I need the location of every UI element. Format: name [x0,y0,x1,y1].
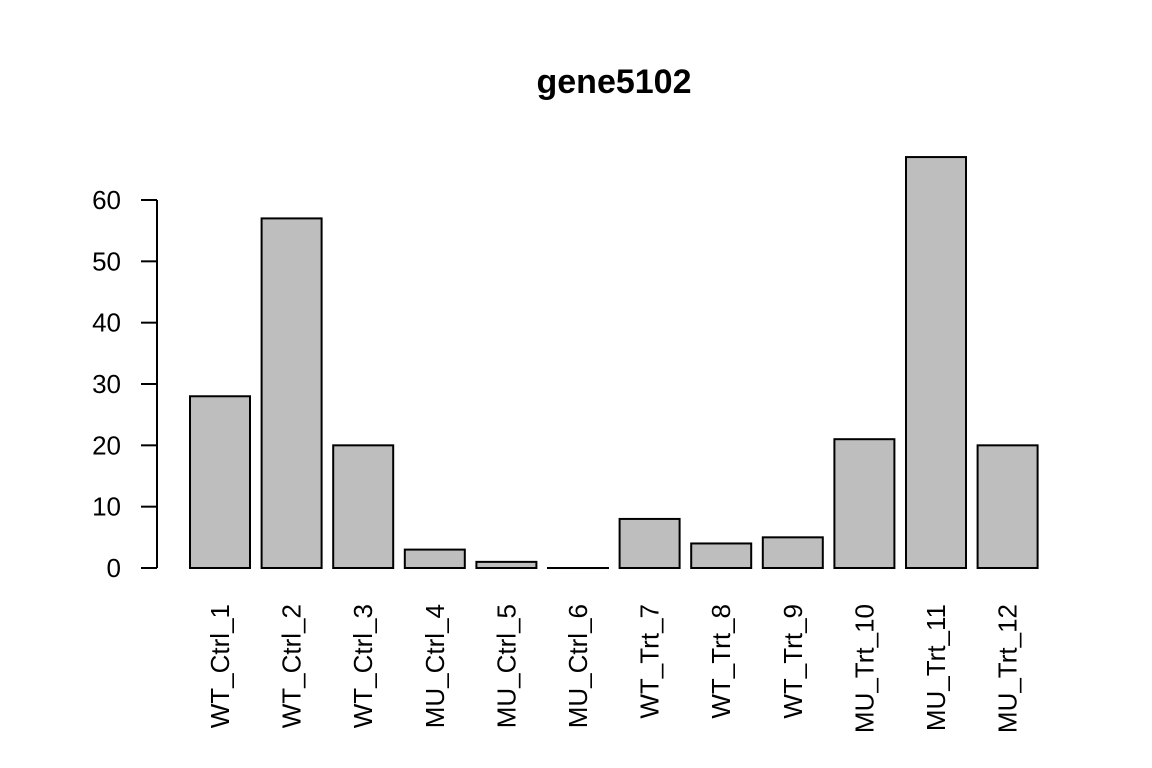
category-label: MU_Ctrl_5 [491,604,521,728]
category-label: WT_Ctrl_2 [277,604,307,728]
y-tick-label: 40 [92,308,121,338]
category-label: WT_Trt_8 [706,604,736,719]
category-label: MU_Ctrl_4 [420,604,450,728]
bar-wt-ctrl-3 [332,444,395,570]
bar-mu-ctrl-4 [403,548,466,569]
y-tick-label: 20 [92,430,121,460]
category-label: MU_Trt_10 [849,604,879,733]
bar-wt-trt-9 [761,536,824,569]
y-tick-label: 30 [92,369,121,399]
y-tick-label: 60 [92,185,121,215]
bar-mu-ctrl-5 [475,560,538,569]
y-tick-label: 0 [107,553,121,583]
category-label: WT_Trt_9 [778,604,808,719]
bar-wt-ctrl-2 [260,217,323,569]
bar-mu-trt-12 [976,444,1039,570]
category-label: MU_Trt_12 [993,604,1023,733]
category-labels: WT_Ctrl_1 WT_Ctrl_2 WT_Ctrl_3 MU_Ctrl_4 MU_C… [205,604,1023,733]
category-label: WT_Ctrl_3 [348,604,378,728]
y-tick-label: 10 [92,492,121,522]
bar-wt-trt-8 [690,542,753,570]
bar-mu-trt-11 [905,156,967,569]
category-label: MU_Trt_11 [921,604,951,731]
bar-mu-trt-10 [833,438,896,570]
category-label: WT_Ctrl_1 [205,604,235,728]
category-label: MU_Ctrl_6 [563,604,593,728]
chart-title: gene5102 [537,63,692,101]
category-label: WT_Trt_7 [635,604,665,719]
bar-wt-ctrl-1 [189,395,251,569]
bars [189,156,1039,570]
y-axis: 0 10 20 30 40 50 60 [92,185,158,583]
bar-wt-trt-7 [618,517,681,570]
y-tick-label: 50 [92,246,121,276]
